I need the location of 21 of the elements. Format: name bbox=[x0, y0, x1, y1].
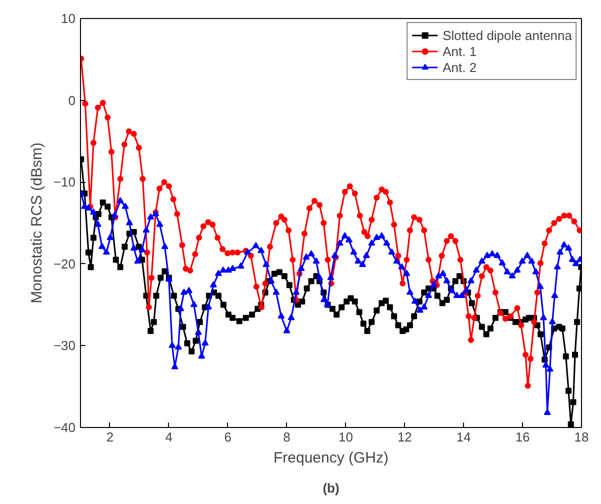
x-tick-label: 16 bbox=[515, 430, 530, 444]
x-tick-label: 14 bbox=[456, 430, 471, 444]
y-tick-label: −20 bbox=[53, 256, 76, 272]
y-tick-label: −30 bbox=[53, 338, 76, 354]
legend-label: Slotted dipole antenna bbox=[442, 27, 572, 43]
x-tick-label: 18 bbox=[574, 430, 589, 444]
text: (b) bbox=[322, 480, 340, 496]
x-tick-label: 8 bbox=[283, 430, 290, 444]
x-tick-label: 2 bbox=[106, 430, 114, 444]
legend-label: Ant. 2 bbox=[442, 59, 477, 75]
x-tick-label: 4 bbox=[165, 430, 173, 444]
x-axis-title: Frequency (GHz) bbox=[273, 450, 389, 466]
y-tick-label: −40 bbox=[53, 420, 76, 435]
x-tick-label: 10 bbox=[338, 430, 353, 444]
x-tick-label: 12 bbox=[397, 430, 412, 444]
legend-label: Ant. 1 bbox=[442, 43, 477, 59]
y-tick-label: 0 bbox=[68, 92, 76, 108]
x-tick-label: 6 bbox=[224, 430, 232, 444]
y-axis-title: Monostatic RCS (dBsm) bbox=[28, 142, 46, 304]
y-tick-label: 10 bbox=[61, 11, 76, 26]
y-tick-label: −10 bbox=[53, 174, 76, 190]
